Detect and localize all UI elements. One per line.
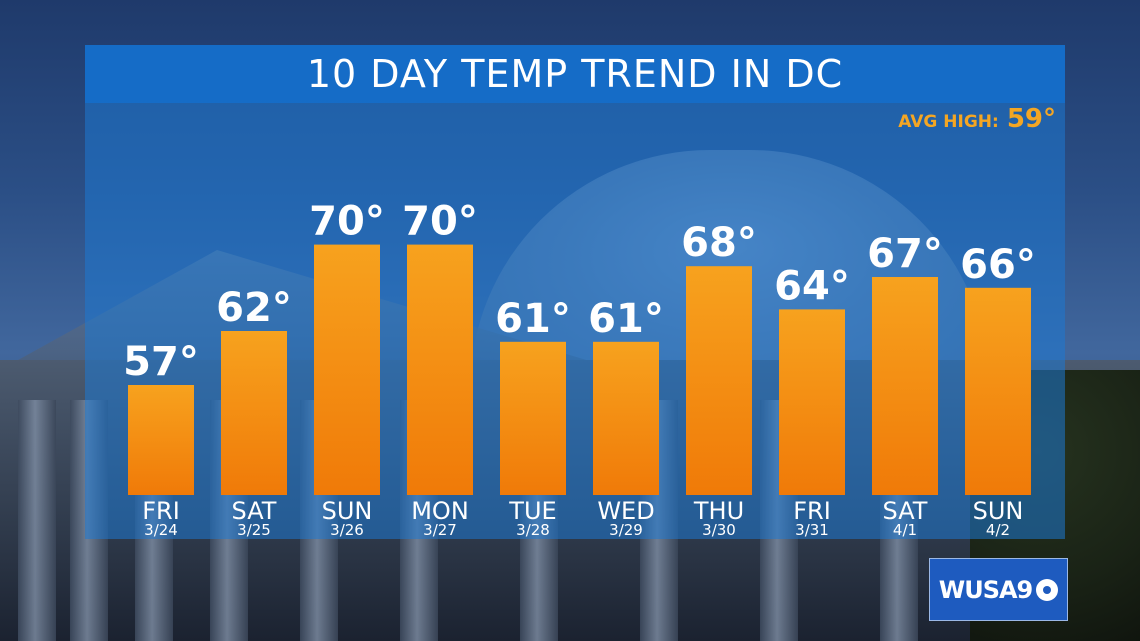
temperature-bar bbox=[686, 266, 752, 495]
bar-value-label: 67° bbox=[867, 231, 943, 277]
day-label: FRI bbox=[793, 497, 831, 525]
date-label: 4/1 bbox=[893, 521, 917, 539]
day-label: FRI bbox=[142, 497, 180, 525]
date-label: 3/25 bbox=[237, 521, 271, 539]
day-label: SAT bbox=[232, 497, 277, 525]
bar-value-label: 66° bbox=[960, 242, 1036, 288]
date-label: 3/31 bbox=[795, 521, 829, 539]
avg-high-value: 59° bbox=[1006, 104, 1056, 134]
temperature-bar bbox=[779, 309, 845, 495]
avg-high: AVG HIGH: 59° bbox=[898, 104, 1056, 134]
day-label: SUN bbox=[322, 497, 373, 525]
day-label: SUN bbox=[973, 497, 1024, 525]
date-label: 3/30 bbox=[702, 521, 736, 539]
temperature-bar bbox=[314, 244, 380, 495]
day-label: WED bbox=[597, 497, 654, 525]
day-label: SAT bbox=[883, 497, 928, 525]
bar-value-label: 57° bbox=[123, 339, 199, 385]
temperature-bar bbox=[128, 385, 194, 495]
chart-title: 10 DAY TEMP TREND IN DC bbox=[306, 52, 844, 96]
avg-high-label: AVG HIGH: bbox=[898, 112, 999, 132]
bar-value-label: 64° bbox=[774, 263, 850, 309]
cbs-eye-icon bbox=[1036, 578, 1059, 601]
date-label: 3/29 bbox=[609, 521, 643, 539]
bar-value-label: 61° bbox=[588, 296, 664, 342]
date-label: 4/2 bbox=[986, 521, 1010, 539]
bar-value-label: 68° bbox=[681, 220, 757, 266]
bar-value-label: 62° bbox=[216, 285, 292, 331]
bar-value-label: 70° bbox=[309, 199, 385, 245]
date-label: 3/26 bbox=[330, 521, 364, 539]
day-label: THU bbox=[693, 497, 744, 525]
background-column bbox=[18, 400, 56, 641]
logo-text: WUSA9 bbox=[938, 575, 1034, 604]
temperature-bar bbox=[965, 287, 1031, 495]
temperature-bar bbox=[872, 277, 938, 495]
day-label: TUE bbox=[508, 497, 556, 525]
temperature-bar bbox=[593, 341, 659, 495]
bar-value-label: 61° bbox=[495, 296, 571, 342]
day-label: MON bbox=[411, 497, 469, 525]
temperature-bar bbox=[407, 244, 473, 495]
temperature-bar bbox=[500, 341, 566, 495]
bar-value-label: 70° bbox=[402, 199, 478, 245]
date-label: 3/28 bbox=[516, 521, 550, 539]
station-logo: WUSA9 bbox=[929, 558, 1068, 621]
date-label: 3/24 bbox=[144, 521, 178, 539]
temperature-bar bbox=[221, 331, 287, 495]
title-bar: 10 DAY TEMP TREND IN DC bbox=[85, 45, 1065, 103]
date-label: 3/27 bbox=[423, 521, 457, 539]
